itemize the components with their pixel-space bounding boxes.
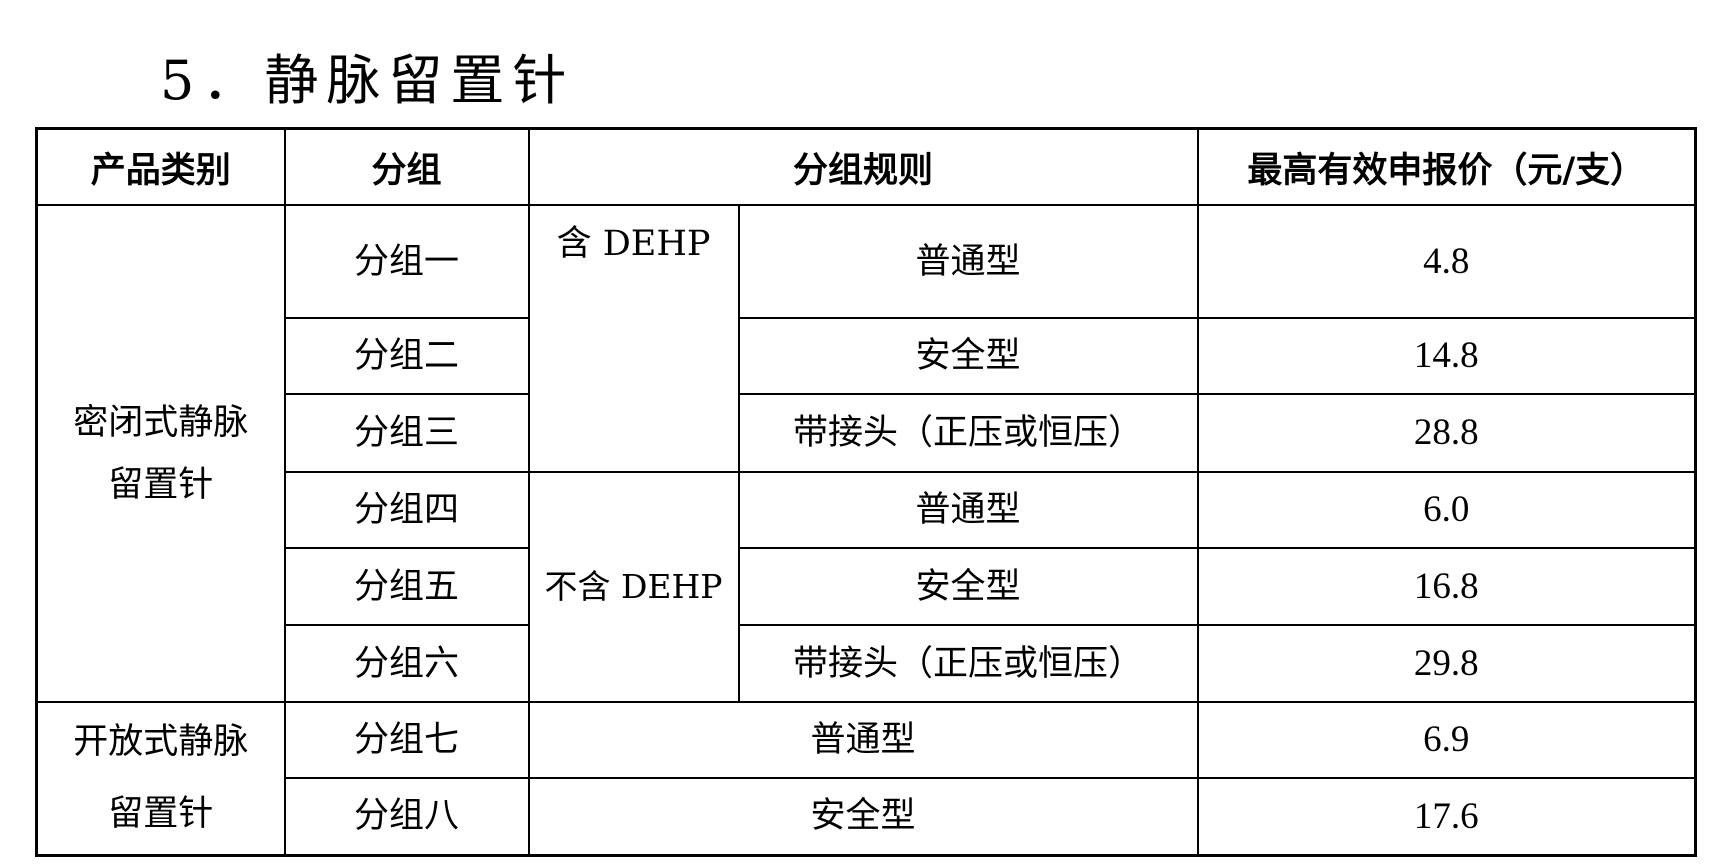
- group-cell: 分组四: [283, 471, 530, 549]
- price-cell: 14.8: [1196, 317, 1697, 395]
- category-open: 开放式静脉留置针: [35, 701, 286, 856]
- type-cell: 安全型: [527, 777, 1199, 856]
- table-row: 分组六 带接头（正压或恒压） 29.8: [37, 624, 1697, 703]
- group-cell: 分组三: [283, 393, 530, 473]
- price-cell: 4.8: [1196, 204, 1697, 319]
- table-row: 分组二 安全型 14.8: [37, 317, 1697, 395]
- rule-with-dehp: 含 DEHP: [527, 204, 740, 473]
- price-cell: 6.9: [1196, 701, 1697, 779]
- section-title: 5．静脉留置针: [160, 49, 575, 112]
- header-price: 最高有效申报价（元/支）: [1196, 127, 1697, 206]
- type-cell: 安全型: [737, 317, 1199, 395]
- table-row: 分组五 安全型 16.8: [37, 547, 1697, 626]
- table-row: 分组三 带接头（正压或恒压） 28.8: [37, 393, 1697, 473]
- price-cell: 6.0: [1196, 471, 1697, 549]
- category-closed: 密闭式静脉留置针: [35, 204, 286, 703]
- type-cell: 普通型: [527, 701, 1199, 779]
- group-cell: 分组八: [283, 777, 530, 856]
- type-cell: 安全型: [737, 547, 1199, 626]
- price-cell: 29.8: [1196, 624, 1697, 703]
- type-cell: 带接头（正压或恒压）: [737, 393, 1199, 473]
- header-row: 产品类别 分组 分组规则 最高有效申报价（元/支）: [35, 127, 1697, 206]
- group-cell: 分组六: [283, 624, 530, 703]
- group-cell: 分组五: [283, 547, 530, 626]
- group-cell: 分组一: [283, 204, 530, 319]
- type-cell: 带接头（正压或恒压）: [737, 624, 1199, 703]
- table-row: 分组四 不含 DEHP 普通型 6.0: [37, 471, 1697, 703]
- table-row: 密闭式静脉留置针 分组一 含 DEHP 普通型 4.8: [35, 204, 1697, 703]
- price-table: 产品类别 分组 分组规则 最高有效申报价（元/支） 密闭式静脉留置针 分组一 含…: [35, 127, 1697, 857]
- rule-without-dehp: 不含 DEHP: [527, 471, 740, 703]
- group-cell: 分组二: [283, 317, 530, 395]
- header-category: 产品类别: [35, 127, 286, 206]
- header-rule: 分组规则: [527, 127, 1199, 206]
- table-row: 分组八 安全型 17.6: [37, 777, 1697, 856]
- table-row: 开放式静脉留置针 分组七 普通型 6.9: [35, 701, 1697, 856]
- price-cell: 16.8: [1196, 547, 1697, 626]
- header-group: 分组: [283, 127, 530, 206]
- type-cell: 普通型: [737, 204, 1199, 319]
- group-cell: 分组七: [283, 701, 530, 779]
- price-cell: 28.8: [1196, 393, 1697, 473]
- type-cell: 普通型: [737, 471, 1199, 549]
- price-cell: 17.6: [1196, 777, 1697, 856]
